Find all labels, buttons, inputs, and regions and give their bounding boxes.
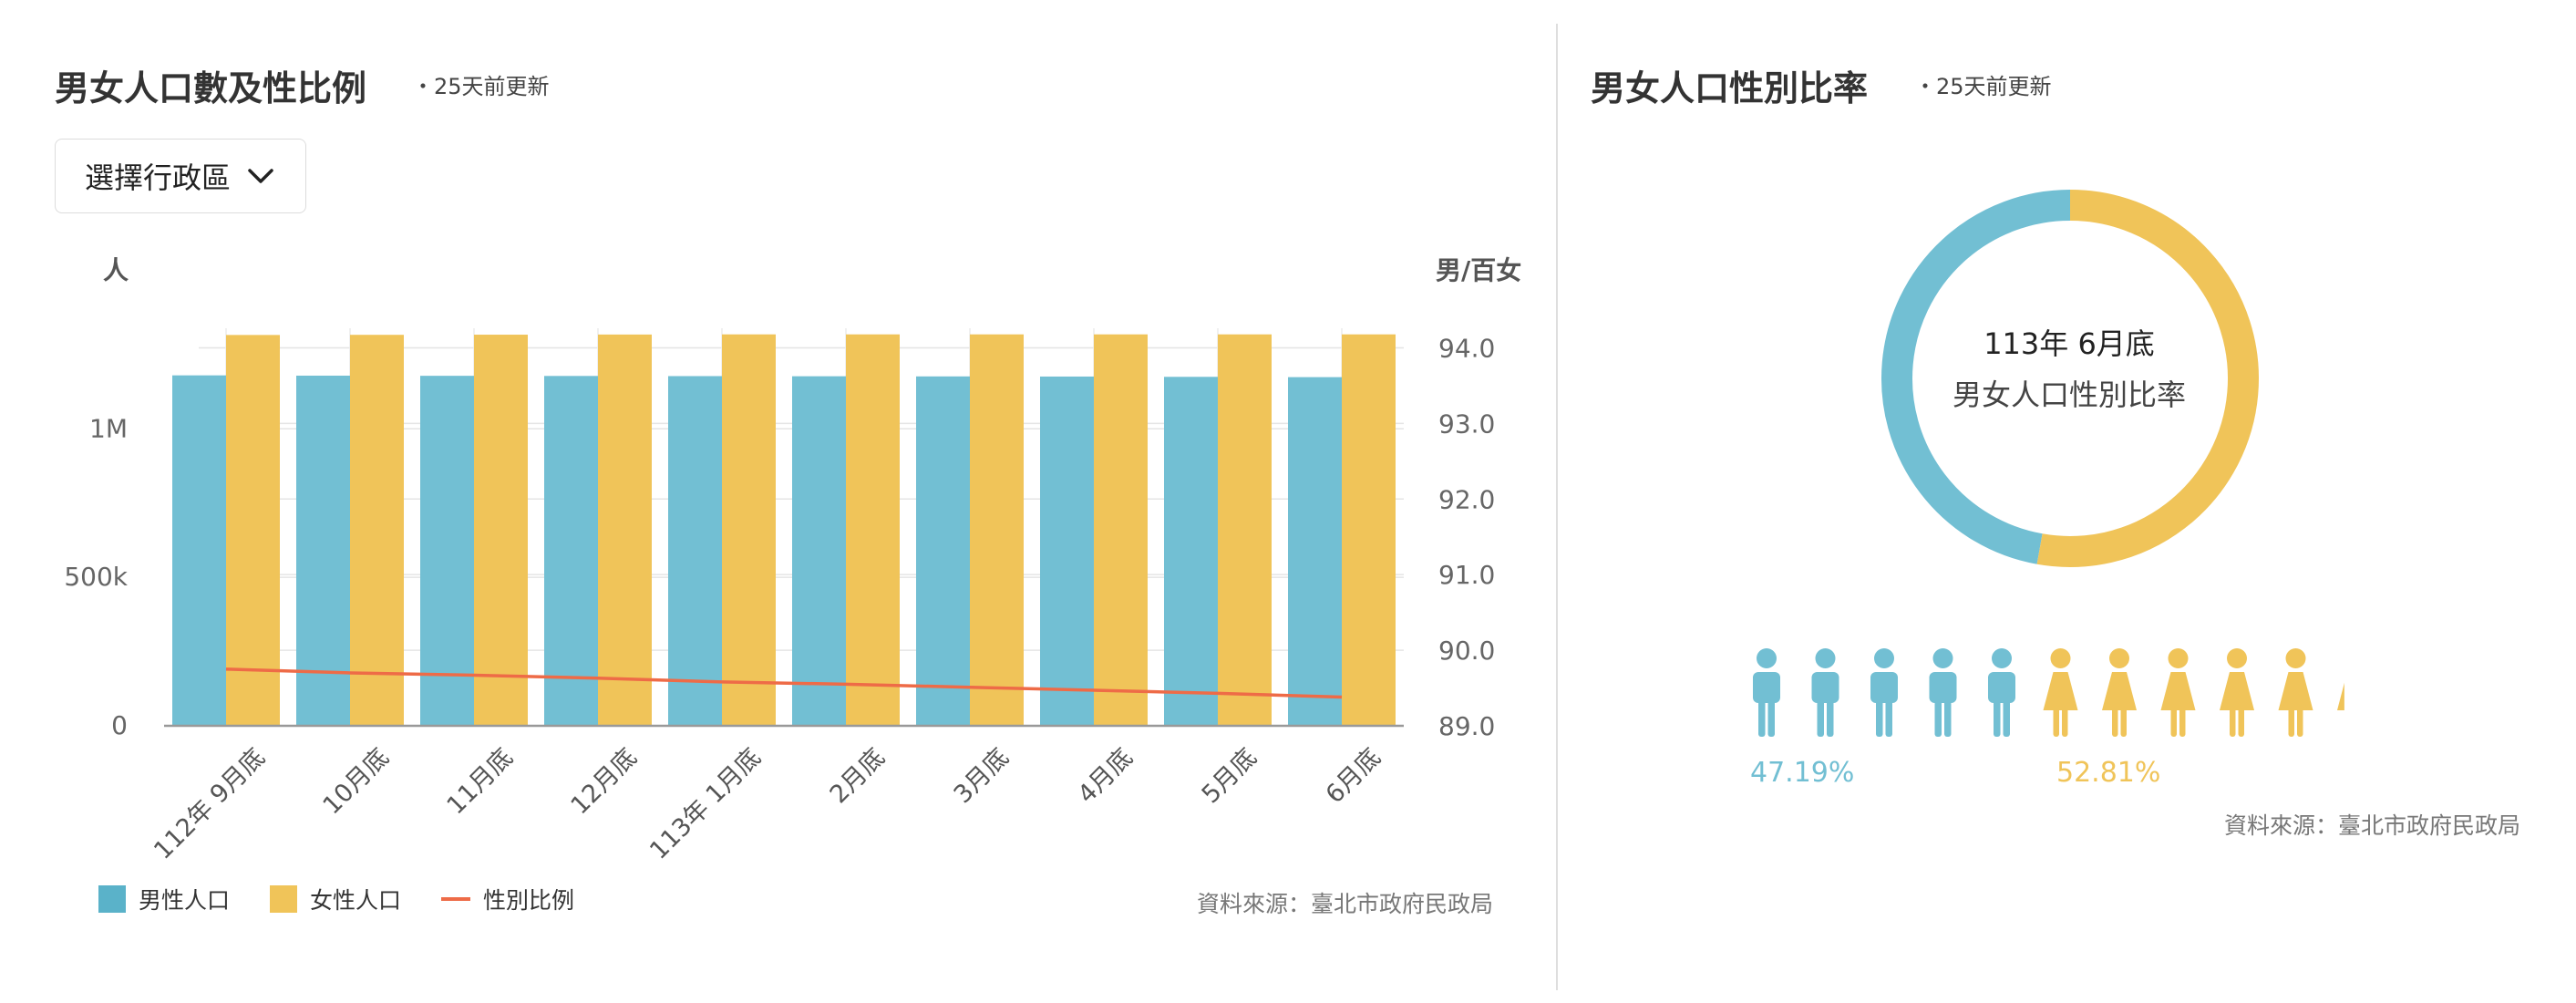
right-axis-unit: 男/百女: [1436, 255, 1521, 285]
male-person-icon: [1753, 648, 1780, 737]
bar-male[interactable]: [668, 376, 722, 726]
male-person-icon: [1988, 648, 2015, 737]
right-axis-tick-label: 92.0: [1438, 484, 1495, 514]
x-axis-tick-label: 10月底: [318, 743, 395, 820]
legend-item-female[interactable]: 女性人口: [270, 883, 401, 915]
right-axis-tick-label: 90.0: [1438, 636, 1495, 666]
donut-center-label: 113年 6月底 男女人口性別比率: [1896, 321, 2242, 414]
female-person-icon: [2102, 648, 2137, 737]
male-person-icon: [1870, 648, 1898, 737]
bar-male[interactable]: [792, 376, 846, 726]
bar-female[interactable]: [722, 334, 776, 726]
female-person-icon: [2160, 648, 2196, 737]
district-select-label: 選擇行政區: [85, 160, 232, 195]
donut-center-date: 113年 6月底: [1984, 326, 2155, 361]
gender-ratio-updated: ・25天前更新: [1914, 74, 2052, 99]
x-axis-tick-label: 6月底: [1321, 743, 1386, 809]
bar-male[interactable]: [1040, 376, 1094, 726]
legend-swatch-female: [270, 885, 298, 913]
female-percent: 52.81%: [2056, 757, 2161, 789]
left-axis-tick-label: 500k: [64, 562, 128, 592]
bar-female[interactable]: [970, 334, 1024, 726]
legend-label-male: 男性人口: [139, 887, 231, 914]
bar-male[interactable]: [544, 376, 598, 726]
x-axis-tick-label: 112年 9月底: [149, 743, 271, 865]
female-person-icon: [2278, 648, 2313, 737]
legend-item-male[interactable]: 男性人口: [98, 883, 230, 915]
bar-female[interactable]: [846, 334, 900, 726]
female-person-icon: [2043, 648, 2078, 737]
panel-divider: [1556, 24, 1558, 990]
left-axis-tick-label: 1M: [89, 413, 128, 443]
bar-male[interactable]: [1164, 377, 1218, 726]
left-axis-unit: 人: [103, 255, 129, 285]
male-person-icon: [1811, 648, 1839, 737]
donut-center-caption: 男女人口性別比率: [1952, 377, 2186, 412]
bar-female[interactable]: [1218, 334, 1272, 726]
x-axis-tick-label: 12月底: [566, 743, 643, 820]
bar-male[interactable]: [1288, 377, 1342, 726]
bar-male[interactable]: [296, 375, 350, 726]
right-axis-tick-label: 89.0: [1438, 711, 1495, 741]
x-axis-tick-label: 4月底: [1073, 743, 1139, 809]
male-percent: 47.19%: [1750, 757, 1855, 789]
population-bar-chart: 人 男/百女 0 500k 1M 89.0 90.0 91.0 92.0 93.0 94.0 11…: [64, 255, 1521, 865]
female-person-icon: [2337, 682, 2344, 710]
bar-male[interactable]: [916, 376, 970, 726]
bar-female[interactable]: [1094, 334, 1148, 726]
bar-female[interactable]: [474, 335, 528, 726]
x-axis-tick-label: 11月底: [442, 743, 519, 820]
right-axis-tick-label: 94.0: [1438, 333, 1495, 363]
bar-male[interactable]: [172, 375, 226, 726]
legend-label-female: 女性人口: [310, 887, 402, 914]
right-axis-tick-label: 91.0: [1438, 560, 1495, 590]
x-axis-tick-label: 113年 1月底: [644, 743, 767, 865]
chart-legend: 男性人口 女性人口 性別比例: [98, 883, 614, 915]
left-data-source: 資料來源：臺北市政府民政局: [1197, 891, 1494, 917]
ratio-line[interactable]: [225, 667, 1343, 699]
x-axis-tick-label: 5月底: [1197, 743, 1262, 809]
right-data-source: 資料來源：臺北市政府民政局: [2224, 812, 2521, 839]
right-axis-tick-label: 93.0: [1438, 408, 1495, 439]
gender-ratio-title: 男女人口性別比率: [1591, 68, 1869, 109]
bar-female[interactable]: [598, 334, 652, 726]
chevron-down-icon: [247, 167, 274, 185]
x-axis-tick-label: 3月底: [949, 743, 1015, 809]
legend-swatch-male: [98, 885, 126, 913]
bar-female[interactable]: [350, 335, 404, 726]
bar-female[interactable]: [1342, 334, 1396, 726]
legend-item-ratio[interactable]: 性別比例: [441, 883, 574, 915]
left-axis-tick-label: 0: [111, 710, 128, 740]
female-person-icon: [2220, 648, 2254, 737]
legend-label-ratio: 性別比例: [483, 887, 575, 914]
population-chart-updated: ・25天前更新: [412, 74, 550, 99]
population-chart-title: 男女人口數及性比例: [55, 68, 367, 109]
district-select[interactable]: 選擇行政區: [55, 139, 306, 213]
x-axis-tick-label: 2月底: [825, 743, 891, 809]
legend-swatch-ratio: [441, 897, 471, 901]
bar-male[interactable]: [420, 376, 474, 726]
male-person-icon: [1929, 648, 1957, 737]
bar-female[interactable]: [226, 335, 280, 726]
